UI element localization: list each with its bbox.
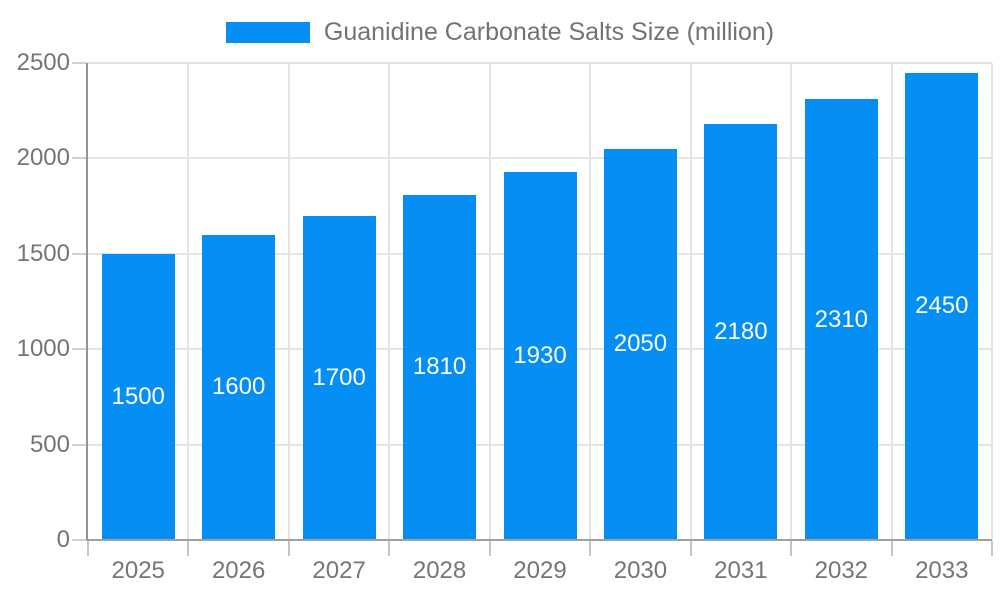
x-tick (890, 541, 893, 556)
bar-value-label: 2050 (613, 330, 668, 358)
x-tick (689, 541, 692, 556)
bar-2028[interactable]: 1810 (403, 194, 477, 540)
x-tick (790, 541, 793, 556)
y-tick (72, 443, 87, 446)
bar-2033[interactable]: 2450 (905, 72, 979, 540)
bar-2027[interactable]: 1700 (302, 215, 376, 540)
y-axis-label: 1000 (16, 335, 70, 363)
gridline-v (488, 63, 491, 540)
bar-2030[interactable]: 2050 (603, 148, 677, 540)
gridline-v (187, 63, 190, 540)
bar-2029[interactable]: 1930 (503, 171, 577, 540)
gridline-v (689, 63, 692, 540)
bar-value-label: 2450 (915, 292, 969, 320)
bar-2032[interactable]: 2310 (804, 99, 878, 540)
y-axis-line (86, 63, 88, 540)
bar-value-label: 1500 (111, 382, 165, 410)
gridline-v (589, 63, 592, 540)
gridline-v (991, 63, 993, 540)
gridline-h (88, 62, 992, 64)
x-tick (187, 541, 190, 556)
y-axis-label: 2000 (16, 144, 70, 172)
legend-label: Guanidine Carbonate Salts Size (million) (323, 17, 775, 46)
y-axis-label: 0 (56, 526, 70, 553)
x-axis-label-2030: 2030 (613, 557, 668, 584)
y-tick (72, 252, 87, 255)
bar-value-label: 1600 (211, 373, 266, 401)
x-axis-label-2026: 2026 (211, 557, 266, 584)
x-tick (388, 541, 391, 556)
x-axis-label-2031: 2031 (714, 557, 768, 584)
y-tick (72, 539, 87, 541)
y-tick (72, 62, 87, 64)
bar-2031[interactable]: 2180 (704, 124, 778, 540)
x-axis-label-2028: 2028 (412, 557, 467, 584)
x-tick (991, 541, 993, 556)
x-tick (87, 541, 89, 556)
legend-swatch-icon (225, 21, 310, 43)
gridline-v (287, 63, 290, 540)
gridline-h (88, 157, 992, 160)
bar-value-label: 1810 (412, 353, 467, 381)
x-axis-label-2027: 2027 (312, 557, 366, 584)
x-tick (287, 541, 290, 556)
y-tick (72, 348, 87, 351)
x-tick (488, 541, 491, 556)
y-axis-label: 500 (29, 430, 70, 458)
x-tick (589, 541, 592, 556)
bar-value-label: 2310 (814, 305, 869, 333)
x-axis-label-2033: 2033 (915, 557, 969, 584)
x-axis-label-2025: 2025 (111, 557, 165, 584)
bar-2025[interactable]: 1500 (101, 253, 175, 540)
x-axis-line (86, 539, 992, 541)
bar-2026[interactable]: 1600 (202, 234, 276, 540)
x-axis-label-2029: 2029 (513, 557, 567, 584)
legend[interactable]: Guanidine Carbonate Salts Size (million) (0, 14, 1000, 50)
bar-value-label: 2180 (714, 318, 768, 346)
y-tick (72, 157, 87, 160)
plot-area: 1500 1600 1700 1810 1930 2050 2180 2310 2450 (88, 62, 993, 540)
x-axis-label-2032: 2032 (814, 557, 869, 584)
bar-value-label: 1700 (312, 363, 366, 391)
y-axis-label: 2500 (16, 49, 70, 76)
bar-value-label: 1930 (513, 341, 567, 369)
gridline-v (890, 63, 893, 540)
gridline-v (790, 63, 793, 540)
y-axis-label: 1500 (16, 239, 70, 267)
gridline-v (388, 63, 391, 540)
